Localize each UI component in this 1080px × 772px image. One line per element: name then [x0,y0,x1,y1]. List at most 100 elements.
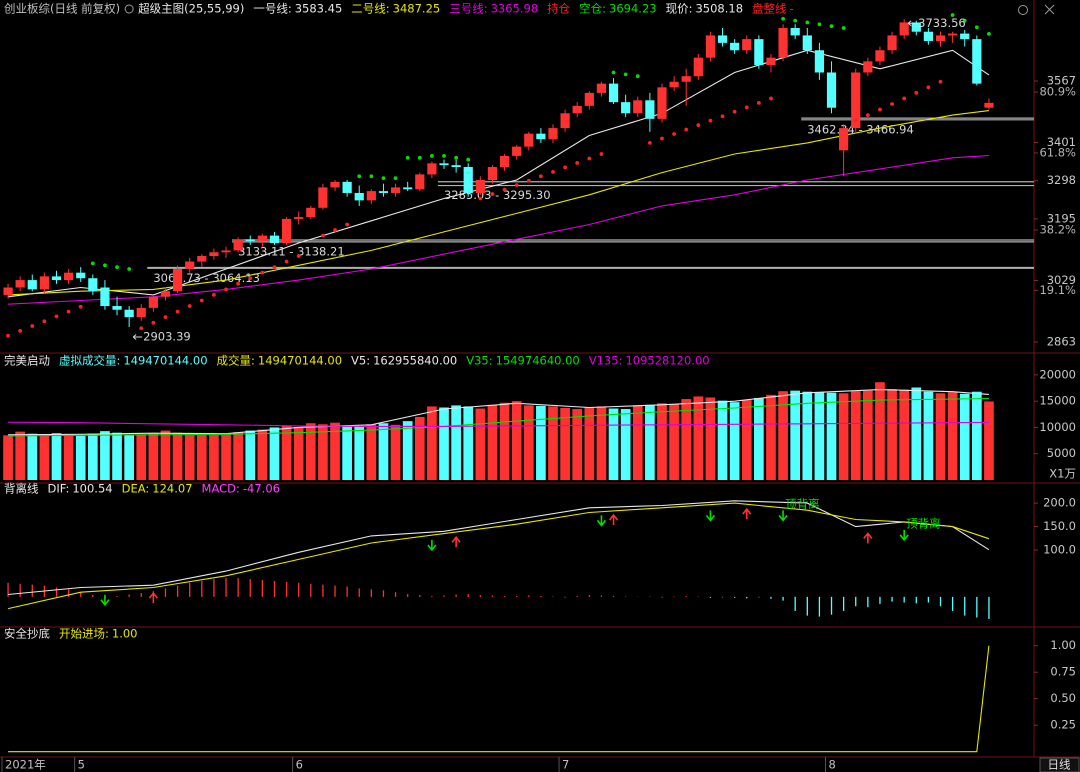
candle-body [185,261,195,269]
candle-body [475,179,485,193]
signal-dot [853,118,858,123]
signal-dot [914,90,919,95]
signal-dot [296,254,301,258]
volume-bar [209,434,219,480]
signal-dot [938,79,943,84]
legend-value: 162955840.00 [373,354,457,368]
signal-dot [708,118,713,123]
signal-dot [696,123,701,128]
volume-bar [439,407,449,480]
indicator-line [8,154,989,305]
y-tick-label: 0.50 [1050,691,1076,705]
volume-bar [596,406,607,480]
signal-dot [381,176,386,181]
close-stroke[interactable] [1044,4,1055,15]
indicator-line [8,389,989,436]
volume-bar [838,393,849,480]
volume-bar [826,392,837,480]
panel-title: 超级主图(25,55,99) [138,2,244,16]
volume-bar [863,390,873,480]
y-tick-label: 19.1% [1039,283,1076,297]
candle-body [318,187,328,208]
legend-name: V35: [466,354,492,368]
candle-body [330,181,340,188]
candle-body [221,250,231,253]
volume-bar [15,431,26,480]
signal-dot [962,18,967,23]
extreme-arrow [132,334,143,340]
volume-bar [184,433,195,480]
legend-value: 149470144.00 [258,354,342,368]
signal-dot [42,319,47,324]
candle-body [826,72,837,108]
header-icon [124,4,134,14]
candle-body [15,280,25,288]
volume-bar [318,424,328,480]
volume-bar [935,393,946,480]
y-tick-label: 3567 [1047,74,1076,88]
indicator-line [8,500,990,596]
extreme-label: 2903.39 [143,330,191,344]
signal-dot [974,25,979,30]
gear-icon[interactable] [1018,5,1028,15]
volume-bar [754,398,764,480]
volume-bar [463,406,474,480]
volume-bar [487,404,498,480]
signal-dot [805,20,810,25]
signal-dot [139,326,144,331]
panel-title: 背离线 [4,482,39,496]
signal-dot [6,333,10,338]
candle-body [366,191,376,201]
candle-body [112,306,122,310]
candle-body [378,191,389,193]
volume-bar [802,391,813,480]
volume-bar [124,434,134,480]
legend-name: 一号线: [253,2,291,16]
settings-icon[interactable] [1018,5,1028,15]
y-tick-label: 0.75 [1050,665,1076,679]
volume-bar [390,424,401,480]
candle-body [342,181,352,193]
candle-body [209,252,219,256]
candle-body [887,35,897,51]
signal-dot [187,304,192,308]
legend-value: - [790,2,794,16]
sell-arrow [705,510,716,522]
volume-bar [729,402,740,480]
volume-bar [148,433,159,480]
volume-bar [548,406,558,480]
volume-bar [814,392,825,480]
extreme-arrow [907,20,918,27]
candle-body [390,187,401,193]
volume-bar [766,394,776,480]
candle-body [88,278,98,292]
volume-bar [947,392,958,480]
legend-value: 3508.18 [695,2,743,16]
candle-body [281,218,292,244]
signal-dot [926,85,931,90]
candle-body [923,31,933,41]
signal-dot [720,114,725,119]
volume-bar [959,393,970,480]
signal-dot [248,276,253,281]
volume-bar [414,416,425,480]
signal-dot [587,156,592,161]
period-button[interactable] [1039,757,1080,772]
unit-label: X1万 [1049,467,1076,481]
close-icon[interactable] [1044,4,1055,15]
volume-bar [293,426,304,480]
candle-body [863,61,873,73]
candle-body [233,239,243,251]
legend-name: V135: [589,354,623,368]
volume-bar [87,433,98,480]
buy-arrow [608,513,619,526]
period-label[interactable]: 日线 [1048,758,1071,772]
sell-arrow [596,515,607,527]
candle-body [935,35,946,41]
buy-arrow [451,536,461,548]
volume-bar [971,391,982,480]
signal-dot [902,96,907,101]
candle-body [851,72,861,129]
candle-body [136,307,146,318]
candle-body [899,22,909,36]
